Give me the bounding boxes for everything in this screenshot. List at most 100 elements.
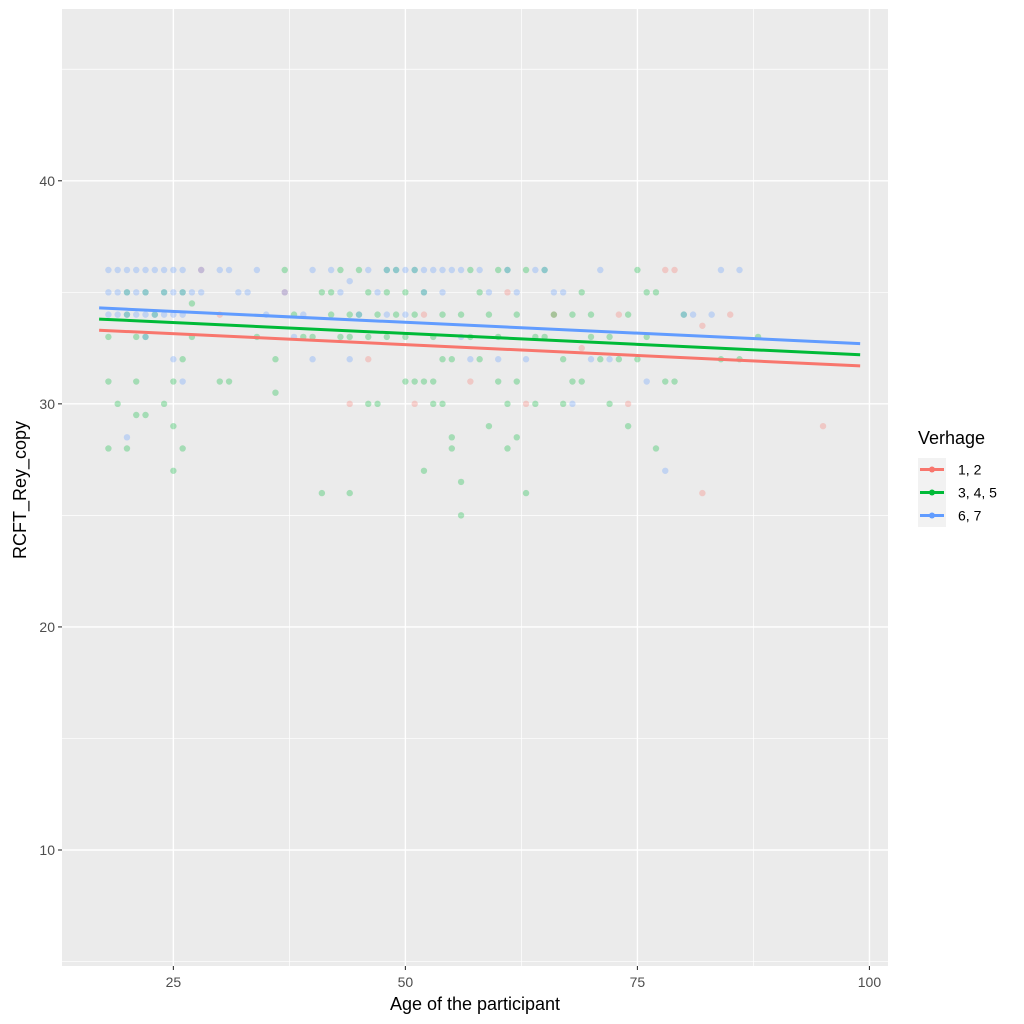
scatter-point-series-2 — [652, 445, 660, 452]
scatter-point-series-3 — [216, 266, 223, 274]
scatter-point-series-3 — [522, 356, 530, 363]
legend-label: 1, 2 — [958, 462, 982, 478]
scatter-point-series-2 — [448, 356, 455, 363]
scatter-point-series-3 — [170, 266, 177, 274]
scatter-point-series-3 — [392, 266, 400, 274]
scatter-point-series-2 — [392, 266, 400, 274]
scatter-point-series-2 — [457, 311, 465, 318]
scatter-point-series-3 — [309, 356, 316, 363]
scatter-point-series-2 — [160, 400, 168, 408]
scatter-point-series-2 — [123, 311, 131, 318]
scatter-point-series-2 — [522, 489, 530, 497]
scatter-point-series-3 — [179, 266, 186, 274]
scatter-point-series-3 — [448, 266, 455, 274]
scatter-point-series-2 — [420, 378, 428, 385]
scatter-point-series-3 — [559, 289, 567, 296]
scatter-point-series-2 — [467, 266, 474, 274]
scatter-point-series-2 — [652, 289, 660, 296]
scatter-point-series-3 — [606, 356, 613, 363]
scatter-point-series-3 — [532, 266, 539, 274]
scatter-point-series-2 — [383, 333, 391, 341]
scatter-point-series-3 — [337, 289, 344, 296]
scatter-point-series-3 — [569, 400, 576, 408]
scatter-point-series-1 — [420, 311, 428, 318]
scatter-point-series-1 — [699, 322, 706, 329]
legend: Verhage 1, 2 3, 4, 5 6, 7 — [918, 428, 997, 527]
scatter-point-series-2 — [448, 445, 455, 452]
scatter-point-series-3 — [170, 289, 177, 296]
scatter-point-series-3 — [151, 311, 159, 318]
scatter-point-series-1 — [467, 378, 474, 385]
scatter-point-series-2 — [671, 378, 678, 385]
scatter-point-series-1 — [504, 289, 511, 296]
scatter-point-series-2 — [179, 356, 186, 363]
scatter-point-series-2 — [476, 356, 483, 363]
scatter-point-series-2 — [420, 289, 428, 296]
scatter-point-series-3 — [383, 266, 391, 274]
scatter-point-series-3 — [309, 266, 316, 274]
scatter-point-series-3 — [253, 266, 261, 274]
scatter-point-series-3 — [198, 266, 205, 274]
scatter-point-series-3 — [439, 266, 446, 274]
scatter-point-series-3 — [467, 356, 474, 363]
x-tick-label: 50 — [398, 974, 414, 990]
scatter-point-series-2 — [513, 311, 520, 318]
scatter-point-series-3 — [160, 266, 168, 274]
y-tick-label: 10 — [39, 842, 55, 858]
scatter-point-series-2 — [532, 400, 539, 408]
scatter-point-series-3 — [420, 266, 428, 274]
scatter-point-series-2 — [597, 356, 604, 363]
scatter-point-series-3 — [114, 266, 121, 274]
scatter-point-series-2 — [569, 378, 576, 385]
scatter-point-series-2 — [355, 311, 363, 318]
scatter-point-series-2 — [578, 378, 585, 385]
scatter-point-series-3 — [123, 311, 131, 318]
scatter-point-series-3 — [513, 289, 520, 296]
scatter-point-series-2 — [133, 378, 140, 385]
scatter-point-series-1 — [365, 356, 372, 363]
scatter-point-series-2 — [448, 434, 455, 441]
scatter-point-series-3 — [142, 333, 149, 341]
scatter-point-series-3 — [188, 289, 196, 296]
scatter-point-series-2 — [559, 400, 567, 408]
x-axis-ticks: 25 50 75 100 — [166, 966, 881, 990]
scatter-point-series-2 — [559, 356, 567, 363]
trend-line-series-1 — [99, 328, 861, 368]
scatter-point-series-3 — [346, 277, 353, 285]
scatter-point-series-2 — [587, 333, 595, 341]
scatter-point-series-2 — [105, 333, 112, 341]
scatter-point-series-3 — [504, 266, 511, 274]
scatter-point-series-1 — [699, 489, 706, 497]
x-axis-title: Age of the participant — [390, 994, 560, 1014]
scatter-point-series-2 — [355, 266, 363, 274]
scatter-point-series-1 — [615, 311, 623, 318]
scatter-point-series-3 — [142, 266, 149, 274]
scatter-point-series-2 — [123, 289, 131, 296]
scatter-point-series-3 — [550, 289, 558, 296]
scatter-point-series-2 — [374, 311, 381, 318]
scatter-point-series-2 — [485, 422, 493, 430]
scatter-point-series-2 — [105, 445, 112, 452]
scatter-point-series-3 — [541, 266, 548, 274]
scatter-point-series-3 — [160, 289, 168, 296]
scatter-point-series-2 — [485, 311, 493, 318]
scatter-point-series-2 — [504, 445, 511, 452]
scatter-point-series-3 — [643, 378, 650, 385]
scatter-point-series-1 — [550, 311, 558, 318]
scatter-point-series-2 — [318, 289, 326, 296]
scatter-point-series-2 — [337, 266, 344, 274]
scatter-point-series-2 — [634, 266, 641, 274]
scatter-point-series-2 — [327, 289, 335, 296]
data-points — [105, 266, 827, 519]
scatter-point-series-3 — [160, 311, 168, 318]
scatter-point-series-3 — [105, 311, 112, 318]
scatter-point-series-2 — [392, 311, 400, 318]
scatter-point-series-2 — [170, 378, 177, 385]
scatter-point-series-3 — [170, 311, 177, 318]
scatter-point-series-3 — [105, 289, 112, 296]
scatter-point-series-2 — [281, 266, 288, 274]
scatter-point-series-3 — [225, 266, 233, 274]
scatter-point-series-2 — [188, 300, 196, 307]
scatter-point-series-3 — [430, 266, 437, 274]
y-tick-label: 20 — [39, 619, 55, 635]
